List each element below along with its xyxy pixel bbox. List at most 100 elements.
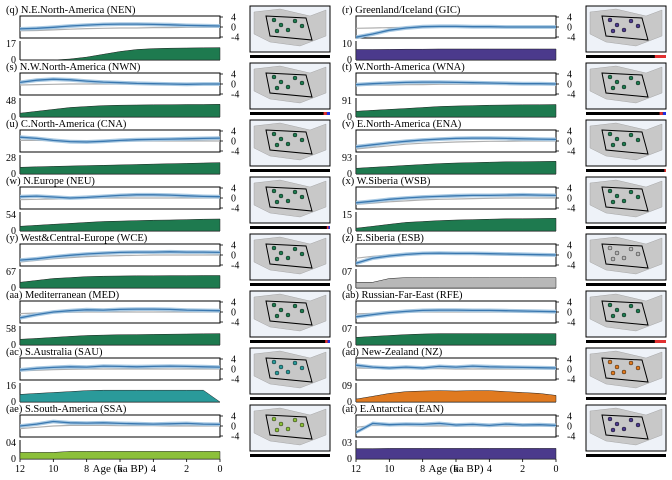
proxy-site-marker [614,421,620,427]
proxy-site-marker [271,245,277,251]
right-tick-label: 0 [231,422,236,433]
proxy-site-marker [285,312,291,318]
proxy-site-marker [292,132,298,138]
panel-title: (y) West&Central-Europe (WCE) [6,233,148,244]
proxy-site-marker [271,416,277,422]
left-tick-label: 0 [347,454,352,465]
x-tick-label: 8 [420,464,425,475]
count-area [355,333,557,346]
proxy-site-marker [285,198,291,204]
count-area [19,162,221,175]
proxy-site-marker [614,22,620,28]
proxy-site-marker [635,194,641,200]
count-area [19,451,221,460]
x-tick-label: 6 [454,464,459,475]
x-tick-label: 12 [15,464,25,475]
left-tick-label: 0 [347,55,352,66]
x-tick-label: 10 [48,464,58,475]
anomaly-line [19,251,221,261]
count-area [355,161,557,175]
count-area [355,104,557,118]
proxy-site-marker [285,84,291,90]
proxy-site-marker [299,23,305,29]
proxy-site-marker [635,137,641,143]
left-tick-label: 0 [347,283,352,294]
anomaly-line [355,194,557,204]
anomaly-line [355,25,556,38]
anomaly-line [355,364,557,369]
right-tick-label: 0 [231,365,236,376]
proxy-site-marker [278,193,284,199]
panel-title: (z) E.Siberia (ESB) [342,233,424,244]
left-tick-label: 48 [6,96,16,107]
proxy-site-marker [299,137,305,143]
proxy-site-marker [621,255,627,261]
map-land [253,293,327,332]
left-tick-label: 0 [347,169,352,180]
anomaly-line [19,23,221,30]
anomaly-line [19,136,221,143]
proxy-site-marker [278,364,284,370]
anomaly-line [355,252,557,264]
proxy-site-marker [278,421,284,427]
proxy-site-marker [274,142,280,148]
map-land [253,8,327,47]
right-tick-label: 0 [231,137,236,148]
map-land [253,407,327,446]
reference-line [19,424,220,430]
map-strip [586,340,666,343]
left-tick-label: 93 [342,153,352,164]
proxy-site-marker [299,308,305,314]
proxy-site-marker [621,198,627,204]
x-tick-label: 4 [487,464,492,475]
proxy-site-marker [607,302,613,308]
map-strip [586,226,666,229]
proxy-site-marker [292,303,298,309]
right-tick-label: -4 [231,90,239,101]
left-tick-label: 0 [347,112,352,123]
panel-title: (ad) New-Zealand (NZ) [342,347,443,358]
count-area [19,275,221,289]
proxy-site-marker [274,427,280,433]
proxy-site-marker [614,307,620,313]
proxy-site-marker [614,364,620,370]
map-strip [586,169,666,172]
proxy-site-marker [274,28,280,34]
x-tick-label: 4 [151,464,156,475]
region-outline [601,186,649,212]
left-tick-label: 10 [342,39,352,50]
panel-title: (w) N.Europe (NEU) [6,176,95,187]
right-tick-label: 4 [231,184,236,195]
panel-title: (q) N.E.North-America (NEN) [6,5,136,16]
anomaly-line [19,365,221,371]
right-tick-label: -4 [567,432,575,443]
left-tick-label: 07 [342,324,352,335]
left-tick-label: 67 [6,267,16,278]
proxy-site-marker [607,188,613,194]
right-tick-label: 0 [567,137,572,148]
map-strip-segment [328,226,330,229]
right-tick-label: 4 [567,13,572,24]
left-tick-label: 0 [11,397,16,408]
right-tick-label: -4 [567,261,575,272]
anomaly-line [19,78,220,85]
x-tick-label: 0 [554,464,559,475]
right-tick-label: -4 [231,33,239,44]
right-tick-label: 4 [567,70,572,81]
panel-title: (ae) S.South-America (SSA) [6,404,127,415]
region-outline [601,129,649,155]
right-tick-label: -4 [231,432,239,443]
region-outline [265,300,313,326]
proxy-site-marker [607,416,613,422]
right-tick-label: 4 [567,241,572,252]
